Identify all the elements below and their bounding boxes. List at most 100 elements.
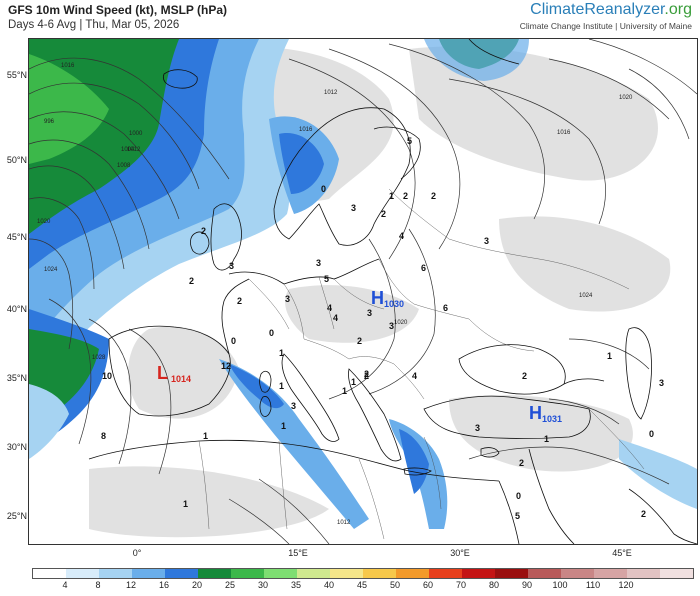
isobar-label: 1012 (337, 520, 351, 526)
colorbar-swatch (66, 569, 99, 578)
lon-label: 15°E (288, 548, 308, 558)
wind-value: 0 (269, 328, 274, 338)
wind-value: 4 (412, 371, 417, 381)
isobar-label: 1020 (394, 320, 408, 326)
colorbar-label: 70 (455, 580, 467, 590)
map-panel[interactable]: 1016 1012 1008 1004 1000 996 1020 1024 1… (28, 38, 698, 545)
wind-value: 2 (364, 369, 369, 379)
wind-value: 1 (279, 381, 284, 391)
colorbar-label: 60 (422, 580, 434, 590)
wind-value: 3 (316, 258, 321, 268)
colorbar-label: 90 (521, 580, 533, 590)
wind-value: 1 (281, 421, 286, 431)
wind-value: 10 (102, 371, 112, 381)
wind-value: 1 (607, 351, 612, 361)
isobar-label: 1016 (61, 63, 75, 69)
wind-value: 5 (324, 274, 329, 284)
lat-label: 35°N (6, 373, 27, 383)
isobar-label: 1016 (557, 130, 571, 136)
wind-value: 2 (381, 209, 386, 219)
isobar-label: 1020 (619, 95, 633, 101)
wind-value: 3 (389, 321, 394, 331)
wind-value: 3 (351, 203, 356, 213)
colorbar-swatch (231, 569, 264, 578)
colorbar-swatch (297, 569, 330, 578)
pressure-centers: H 1030 H 1031 L 1014 (157, 288, 562, 424)
colorbar-label: 25 (224, 580, 236, 590)
isobar-label: 1000 (129, 131, 143, 137)
colorbar-label: 80 (488, 580, 500, 590)
wind-value: 1 (279, 348, 284, 358)
high-center-letter: H (371, 288, 384, 308)
colorbar-swatch (561, 569, 594, 578)
wind-value: 4 (399, 231, 404, 241)
colorbar-label: 20 (191, 580, 203, 590)
isobar-label: 1024 (44, 267, 58, 273)
colorbar-swatch (99, 569, 132, 578)
wind-value: 6 (443, 303, 448, 313)
brand-subtitle: Climate Change Institute | University of… (519, 21, 692, 31)
wind-value: 1 (544, 434, 549, 444)
wind-value: 3 (659, 378, 664, 388)
wind-value: 2 (403, 191, 408, 201)
wind-values: 5 2 1 0 2 3 2 4 6 3 3 5 2 4 3 2 0 1 6 4 … (101, 136, 664, 521)
colorbar-swatch (660, 569, 693, 578)
colorbar-swatch (363, 569, 396, 578)
wind-value: 2 (201, 226, 206, 236)
wind-value: 4 (327, 303, 332, 313)
lon-label: 0° (132, 548, 142, 558)
colorbar-label: 100 (552, 580, 568, 590)
brand-tld: .org (664, 1, 692, 18)
wind-value: 3 (484, 236, 489, 246)
isobar-label: 996 (44, 119, 55, 125)
colorbar-swatch (198, 569, 231, 578)
colorbar-swatch (462, 569, 495, 578)
lon-label: 30°E (450, 548, 470, 558)
colorbar-label: 35 (290, 580, 302, 590)
wind-value: 5 (515, 511, 520, 521)
wind-value: 3 (367, 308, 372, 318)
colorbar-swatch (330, 569, 363, 578)
colorbar-label: 110 (585, 580, 601, 590)
wind-value: 0 (649, 429, 654, 439)
brand-name: ClimateReanalyzer (530, 1, 665, 18)
colorbar-label: 4 (62, 580, 68, 590)
wind-value: 2 (522, 371, 527, 381)
colorbar-labels: 4 8 12 16 20 25 30 35 40 45 50 60 70 80 90 100 110 120 (32, 580, 692, 594)
wind-value: 3 (291, 401, 296, 411)
isobar-label: 1024 (579, 293, 593, 299)
lat-label: 30°N (6, 442, 27, 452)
wind-value: 2 (431, 191, 436, 201)
wind-value: 6 (421, 263, 426, 273)
colorbar-swatch (627, 569, 660, 578)
colorbar-swatch (396, 569, 429, 578)
colorbar-swatch (165, 569, 198, 578)
isobar-label: 1004 (121, 147, 135, 153)
wind-value: 1 (183, 499, 188, 509)
colorbar-label: 50 (389, 580, 401, 590)
wind-value: 5 (407, 136, 412, 146)
wind-shading (29, 39, 697, 529)
wind-value: 1 (351, 377, 356, 387)
wind-value: 0 (516, 491, 521, 501)
high-center-value: 1030 (384, 299, 404, 309)
wind-value: 0 (321, 184, 326, 194)
wind-value: 2 (364, 371, 369, 381)
colorbar-swatch (429, 569, 462, 578)
isobar-labels: 1016 1012 1008 1004 1000 996 1020 1024 1… (37, 63, 633, 526)
isobar-label: 1016 (299, 127, 313, 133)
colorbar-label: 16 (158, 580, 170, 590)
wind-value: 1 (342, 386, 347, 396)
high-center-letter: H (529, 403, 542, 423)
colorbar (32, 568, 694, 579)
wind-value: 4 (333, 313, 338, 323)
wind-value: 3 (285, 294, 290, 304)
wind-value: 0 (231, 336, 236, 346)
brand-logo[interactable]: ClimateReanalyzer.org (530, 1, 692, 19)
map-subtitle: Days 4-6 Avg | Thu, Mar 05, 2026 (8, 19, 180, 31)
colorbar-label: 30 (257, 580, 269, 590)
colorbar-label: 40 (323, 580, 335, 590)
colorbar-label: 120 (618, 580, 634, 590)
lat-label: 25°N (6, 511, 27, 521)
wind-value: 2 (237, 296, 242, 306)
